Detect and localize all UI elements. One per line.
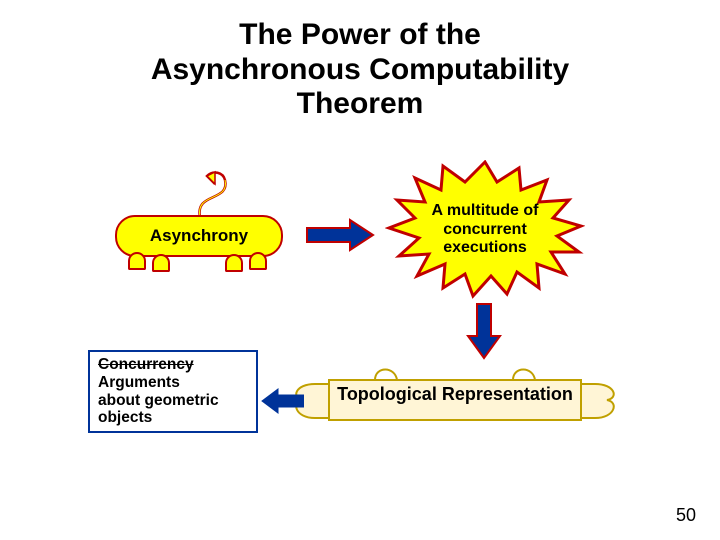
slide-title: The Power of the Asynchronous Computabil… <box>0 18 720 122</box>
topology-banner: Topological Representation <box>285 360 625 440</box>
asynchrony-node: Asynchrony <box>115 215 283 257</box>
banner-label: Topological Representation <box>285 384 625 405</box>
arrow-down-icon <box>466 302 502 360</box>
conc-line: Arguments <box>98 374 180 391</box>
conc-line: objects <box>98 409 152 426</box>
conc-line: about geometric <box>98 392 219 409</box>
arrow-right-icon <box>305 218 375 252</box>
slide-number: 50 <box>676 505 696 526</box>
turtle-leg-icon <box>152 254 170 272</box>
turtle-leg-icon <box>225 254 243 272</box>
turtle-leg-icon <box>249 252 267 270</box>
concurrency-box: Concurrency Arguments about geometric ob… <box>88 350 258 433</box>
executions-burst: A multitude of concurrent executions <box>385 160 585 300</box>
turtle-neck-icon <box>185 162 245 222</box>
burst-line: A multitude of <box>432 202 539 219</box>
turtle-leg-icon <box>128 252 146 270</box>
burst-line: executions <box>443 239 527 256</box>
conc-strike: Concurrency <box>98 356 194 373</box>
burst-line: concurrent <box>443 221 527 238</box>
arrow-left-icon <box>260 388 304 414</box>
